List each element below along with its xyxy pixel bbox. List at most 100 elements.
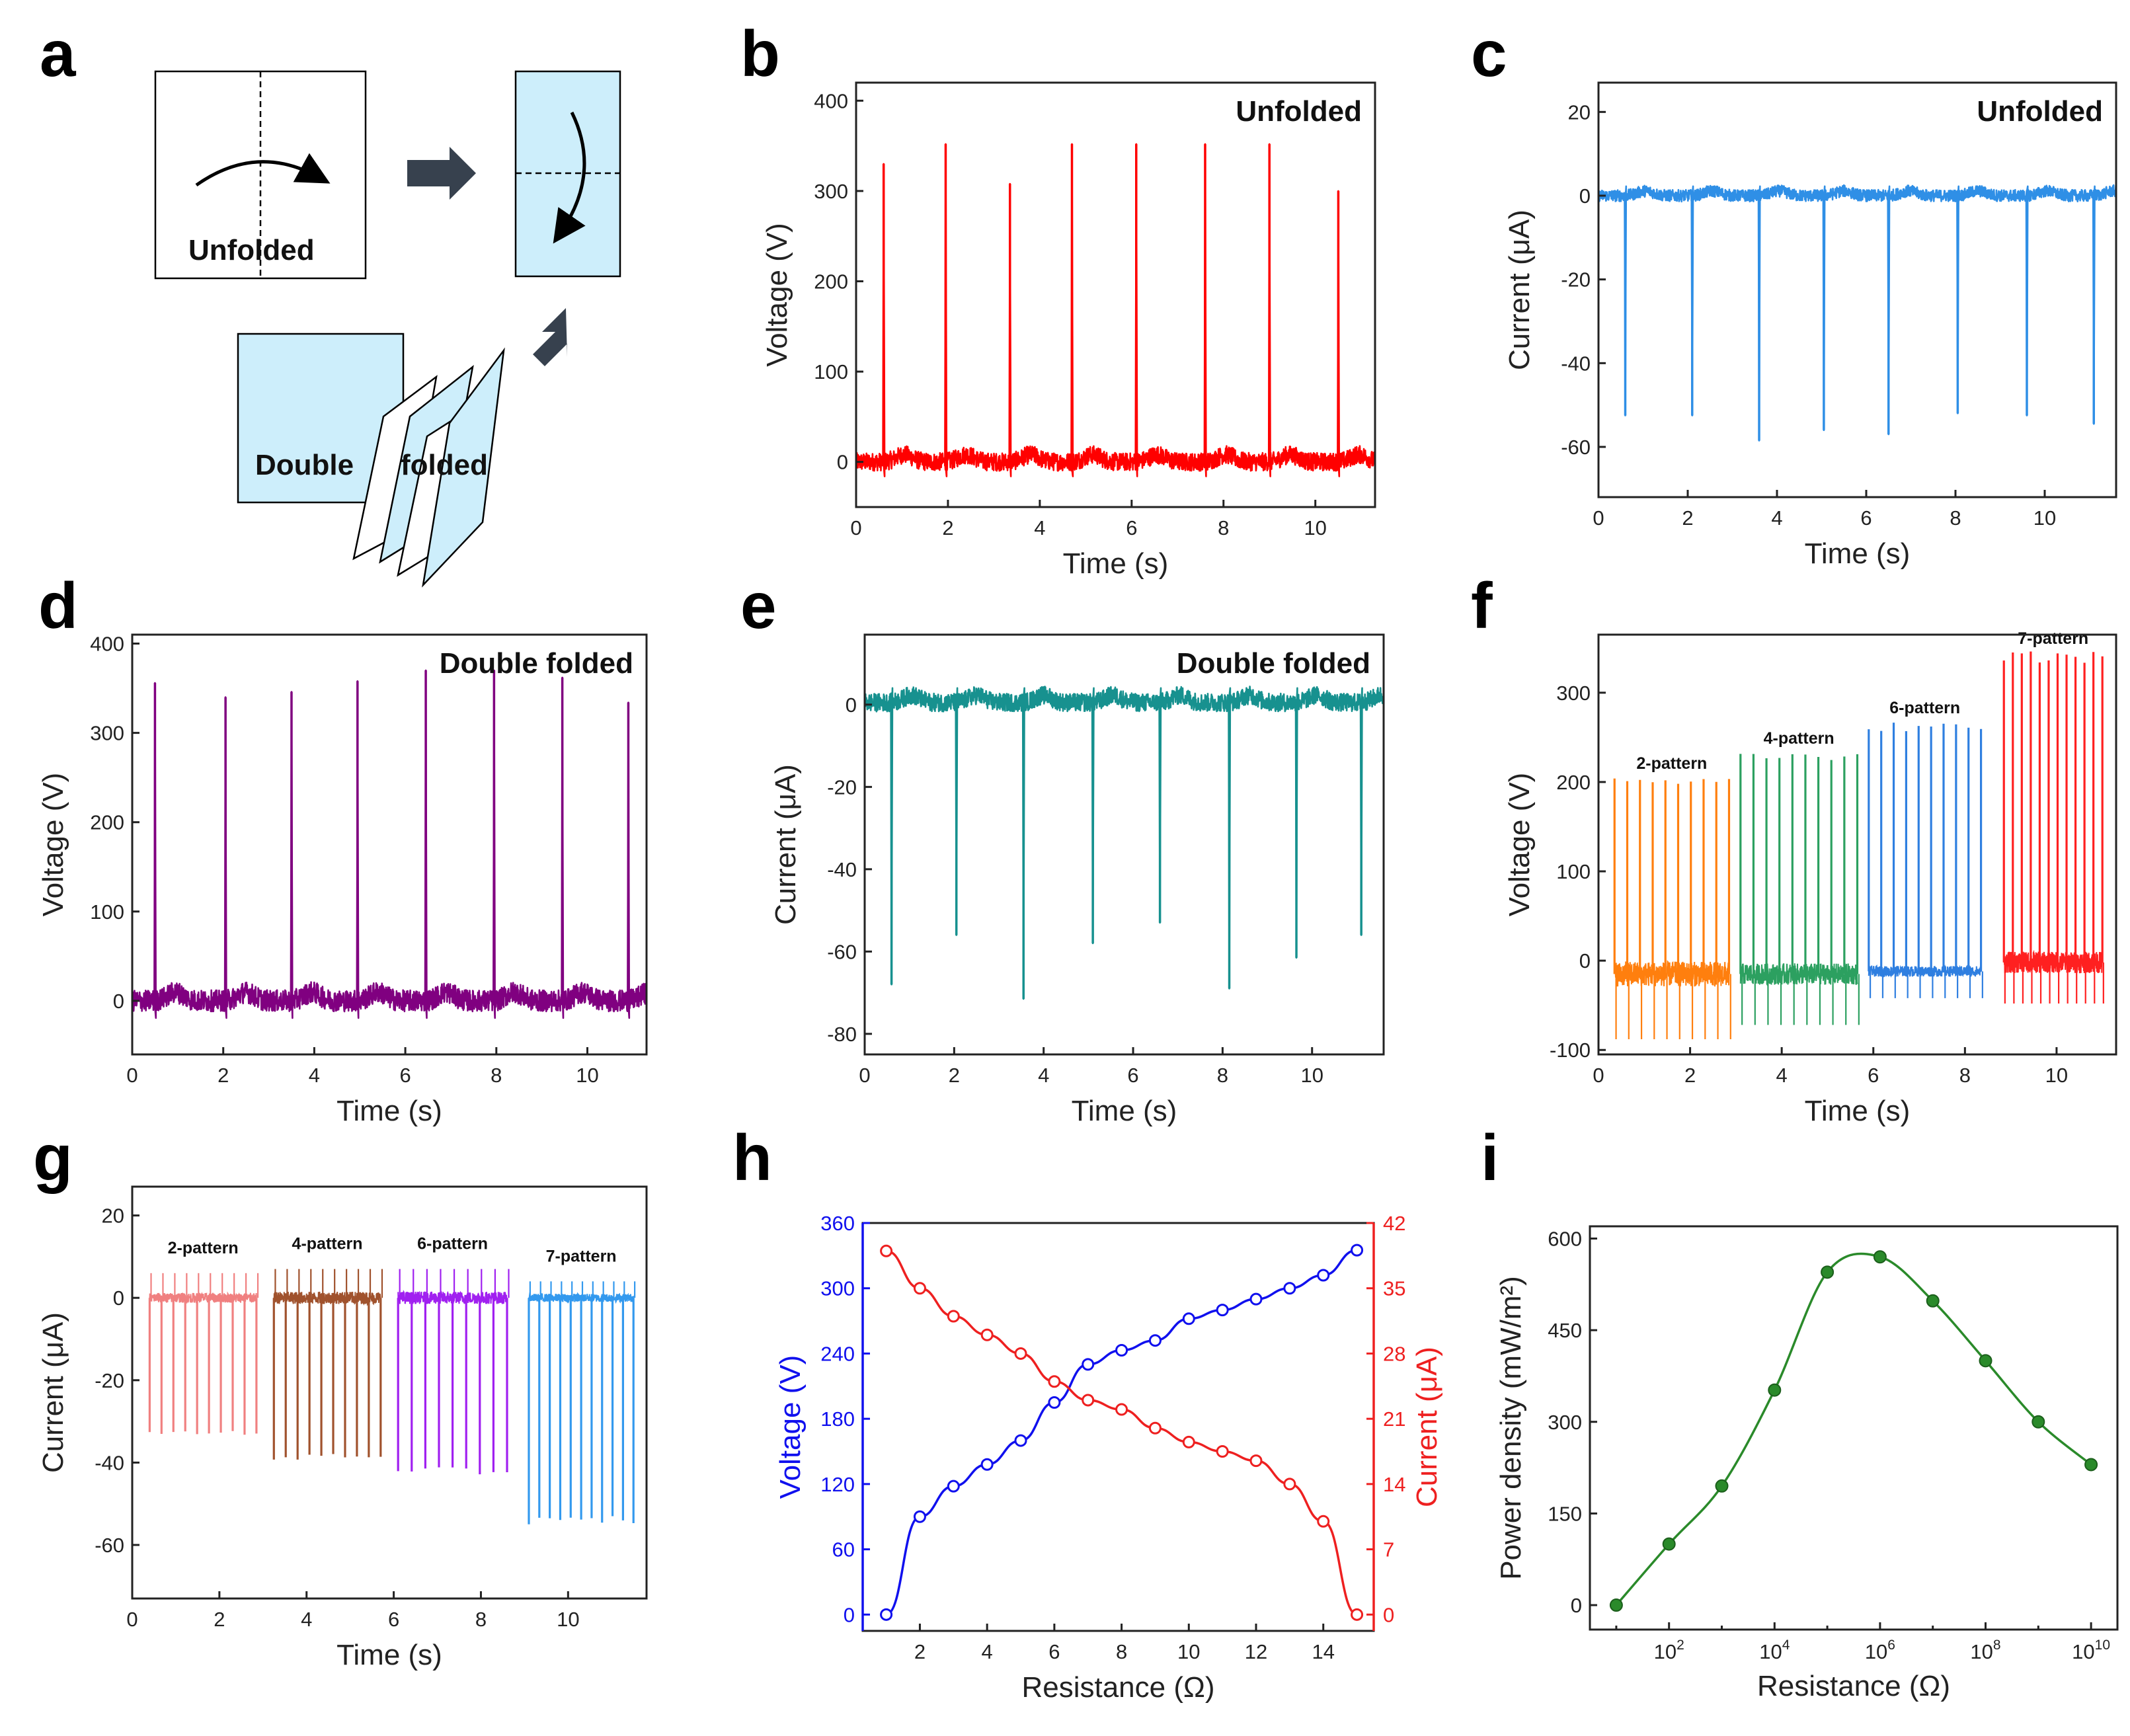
x-tick-label: 8 xyxy=(1950,506,1961,530)
series-4-pattern xyxy=(1739,754,1860,1025)
data-point xyxy=(947,1480,960,1493)
series-7-pattern xyxy=(2002,651,2104,1004)
x-tick-label: 10 xyxy=(2033,506,2056,530)
plot-frame xyxy=(131,633,648,1056)
x-axis-label: Time (s) xyxy=(1063,547,1169,580)
x-tick-label: 6 xyxy=(1127,1064,1138,1087)
y-tick-label: 300 xyxy=(1548,1411,1582,1434)
fold-down-arrow-icon xyxy=(553,111,586,244)
x-tick-label: 6 xyxy=(1126,516,1137,539)
series-label: 2-pattern xyxy=(168,1239,239,1257)
baseline-trace xyxy=(1614,960,1730,988)
plot-frame xyxy=(863,633,1385,1056)
y-tick-label: 200 xyxy=(1556,771,1591,794)
y-tick-label: 100 xyxy=(90,900,124,924)
x-tick-label: 2 xyxy=(217,1064,229,1087)
y-tick-label: -40 xyxy=(95,1451,124,1474)
series-2-pattern xyxy=(148,1273,259,1435)
plot-frame xyxy=(1597,633,2117,1056)
baseline-trace xyxy=(1739,963,1858,987)
y-right-tick-label: 21 xyxy=(1383,1407,1405,1431)
y-tick-label: 300 xyxy=(1556,682,1591,705)
baseline-trace xyxy=(1868,964,1982,979)
series-4-pattern xyxy=(272,1269,383,1460)
signal-trace xyxy=(865,686,1384,1000)
y-left-tick-label: 180 xyxy=(820,1407,855,1431)
fold-arrow-icon xyxy=(195,153,331,187)
x-axis-label: Resistance (Ω) xyxy=(1757,1670,1950,1702)
y-left-tick-label: 0 xyxy=(844,1603,855,1626)
x-tick-label: 4 xyxy=(1034,516,1045,539)
y-tick-label: 20 xyxy=(1568,100,1591,124)
y-tick-label: -80 xyxy=(827,1023,857,1046)
folding-schematic: Unfolded Double folded xyxy=(154,70,621,588)
series-line xyxy=(886,1249,1357,1616)
y-tick-label: 200 xyxy=(90,811,124,834)
annotation-label: Double folded xyxy=(1177,647,1370,680)
x-tick-label: 10 xyxy=(2045,1064,2068,1087)
x-tick-label: 0 xyxy=(126,1608,138,1631)
y-tick-label: 450 xyxy=(1548,1319,1582,1342)
data-point xyxy=(1182,1435,1195,1448)
baseline-trace xyxy=(149,1291,257,1305)
panel-label-d: d xyxy=(38,569,78,642)
x-tick-label: 4 xyxy=(1771,506,1782,530)
y-tick-label: 20 xyxy=(102,1204,124,1228)
data-point xyxy=(2031,1415,2045,1429)
panel-label-b: b xyxy=(740,17,780,90)
series-label: 4-pattern xyxy=(1764,729,1834,748)
data-point xyxy=(1216,1304,1229,1317)
data-point xyxy=(2084,1458,2098,1472)
y-tick-label: -20 xyxy=(1561,268,1591,292)
plot-frame xyxy=(855,81,1376,508)
baseline-trace xyxy=(397,1290,508,1304)
x-tick-label: 8 xyxy=(491,1064,502,1087)
chart-e-double-folded-current: 0 2 4 6 8 10 -80 -60 -40 -20 0 Time (s) Current (μA)… xyxy=(769,633,1385,1127)
data-point xyxy=(1283,1282,1296,1295)
data-point xyxy=(1048,1396,1061,1409)
data-point xyxy=(1317,1515,1330,1528)
series-label: 6-pattern xyxy=(417,1235,488,1253)
data-point xyxy=(1148,1334,1162,1347)
chart-f-pattern-voltage: 2-pattern 4-pattern 6-pattern 7-pattern 0 2 4 6… xyxy=(1503,629,2117,1127)
annotation-label: Double folded xyxy=(440,647,633,680)
x-tick-label: 10 xyxy=(1304,516,1326,539)
x-tick-label: 1010 xyxy=(2072,1637,2110,1663)
x-tick-label: 106 xyxy=(1865,1637,1895,1663)
y-left-tick-label: 300 xyxy=(820,1277,855,1300)
baseline-trace xyxy=(273,1291,381,1306)
y-tick-label: 200 xyxy=(814,270,848,294)
data-point xyxy=(1283,1478,1296,1491)
y-tick-label: 100 xyxy=(1556,860,1591,883)
x-axis-label: Time (s) xyxy=(336,1095,442,1127)
x-axis-label: Time (s) xyxy=(336,1639,442,1671)
y-axis-label: Voltage (V) xyxy=(1503,773,1536,917)
folded-page-4 xyxy=(422,347,505,588)
x-tick-label: 6 xyxy=(1868,1064,1879,1087)
folded-label-double: Double xyxy=(255,449,354,481)
x-tick-label: 2 xyxy=(942,516,953,539)
y-tick-label: 0 xyxy=(1579,949,1591,972)
x-tick-label: 8 xyxy=(1959,1064,1971,1087)
y-axis-label: Voltage (V) xyxy=(761,223,793,367)
y-tick-label: -20 xyxy=(95,1369,124,1392)
x-tick-label: 6 xyxy=(388,1608,399,1631)
y-right-tick-label: 28 xyxy=(1383,1342,1405,1365)
y-tick-label: -60 xyxy=(1561,436,1591,459)
x-tick-label: 4 xyxy=(309,1064,320,1087)
data-point xyxy=(1979,1354,1992,1368)
plot-frame xyxy=(1589,1225,2119,1631)
signal-trace xyxy=(856,143,1375,477)
data-point xyxy=(1082,1394,1095,1407)
y-right-tick-label: 42 xyxy=(1383,1212,1405,1235)
y-left-axis-label: Voltage (V) xyxy=(774,1355,807,1499)
y-left-tick-label: 60 xyxy=(832,1538,855,1561)
data-point xyxy=(1182,1312,1195,1325)
x-tick-label: 10 xyxy=(1300,1064,1323,1087)
data-point xyxy=(1926,1294,1940,1308)
x-tick-label: 8 xyxy=(1218,516,1229,539)
y-tick-label: 0 xyxy=(846,693,857,717)
x-tick-label: 0 xyxy=(859,1064,870,1087)
y-tick-label: 300 xyxy=(90,722,124,745)
data-point xyxy=(913,1282,926,1295)
